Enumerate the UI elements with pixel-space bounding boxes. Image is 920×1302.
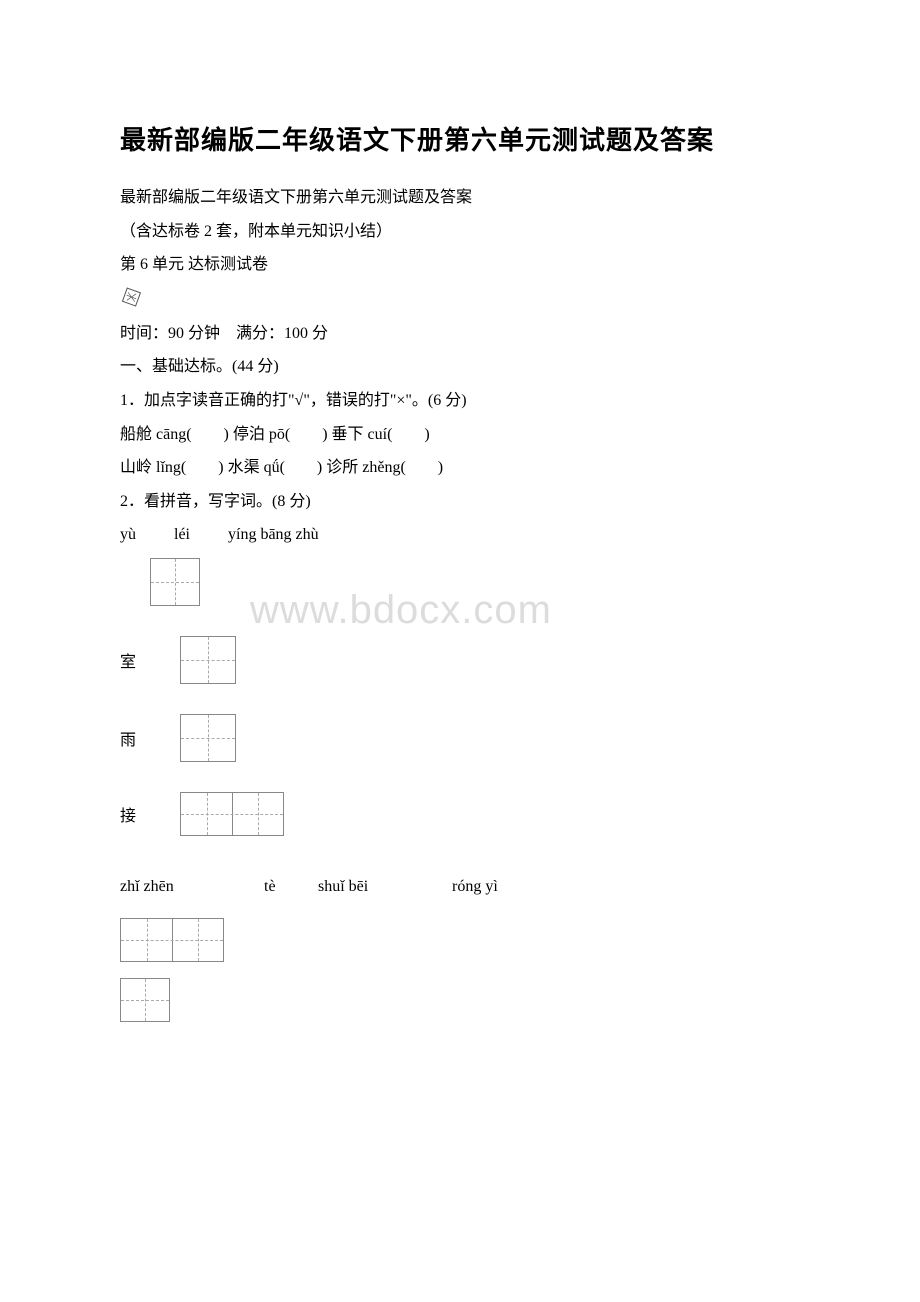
note-text-2: 第 6 单元 达标测试卷 <box>120 248 800 282</box>
box-row-jie: 接 <box>120 792 800 836</box>
tian-box <box>180 714 236 762</box>
q1-item-1: 船舱 cāng( ) <box>120 426 233 443</box>
q1-item-6: 诊所 zhěng( ) <box>326 459 443 476</box>
question-2: 2．看拼音，写字词。(8 分) <box>120 485 800 519</box>
q1-item-3: 垂下 cuí( ) <box>332 426 430 443</box>
page-title: 最新部编版二年级语文下册第六单元测试题及答案 <box>120 120 800 157</box>
book-icon <box>118 284 144 314</box>
document-content: 最新部编版二年级语文下册第六单元测试题及答案 最新部编版二年级语文下册第六单元测… <box>120 120 800 1022</box>
tian-double-box <box>120 918 224 962</box>
decorative-icon-row <box>120 286 800 313</box>
label-yu: 雨 <box>120 726 140 750</box>
box-row-single-last <box>120 978 800 1022</box>
time-info-text: 时间：90 分钟 满分：100 分 <box>120 317 800 351</box>
tian-box <box>120 978 170 1022</box>
note-text-1: （含达标卷 2 套，附本单元知识小结） <box>120 215 800 249</box>
question-1-row-1: 船舱 cāng( ) 停泊 pō( ) 垂下 cuí( ) <box>120 418 800 452</box>
q1-item-4: 山岭 lǐng( ) <box>120 459 228 476</box>
pinyin-zhizhen: zhǐ zhēn <box>120 870 260 904</box>
label-jie: 接 <box>120 802 140 826</box>
pinyin-yu: yù <box>120 518 170 552</box>
pinyin-lei: léi <box>174 518 224 552</box>
pinyin-shuibei: shuǐ bēi <box>318 870 448 904</box>
subtitle-text: 最新部编版二年级语文下册第六单元测试题及答案 <box>120 181 800 215</box>
tian-double-box <box>180 792 284 836</box>
tian-box <box>150 558 200 606</box>
box-row-yu: 雨 <box>120 714 800 762</box>
label-shi: 室 <box>120 648 140 672</box>
q1-item-2: 停泊 pō( ) <box>233 426 332 443</box>
q1-item-5: 水渠 qǘ( ) <box>228 459 327 476</box>
question-1: 1．加点字读音正确的打"√"，错误的打"×"。(6 分) <box>120 384 800 418</box>
box-row-shi: 室 <box>120 636 800 684</box>
box-row-double-1 <box>120 918 800 962</box>
pinyin-te: tè <box>264 870 314 904</box>
pinyin-rongyi: róng yì <box>452 870 498 904</box>
pinyin-row-2: zhǐ zhēn tè shuǐ bēi róng yì <box>120 870 800 904</box>
pinyin-yingbangzhu: yíng bāng zhù <box>228 518 319 552</box>
section-heading-1: 一、基础达标。(44 分) <box>120 350 800 384</box>
question-1-row-2: 山岭 lǐng( ) 水渠 qǘ( ) 诊所 zhěng( ) <box>120 451 800 485</box>
box-row-standalone <box>150 558 800 606</box>
tian-box <box>180 636 236 684</box>
pinyin-row-1: yù léi yíng bāng zhù <box>120 518 800 552</box>
